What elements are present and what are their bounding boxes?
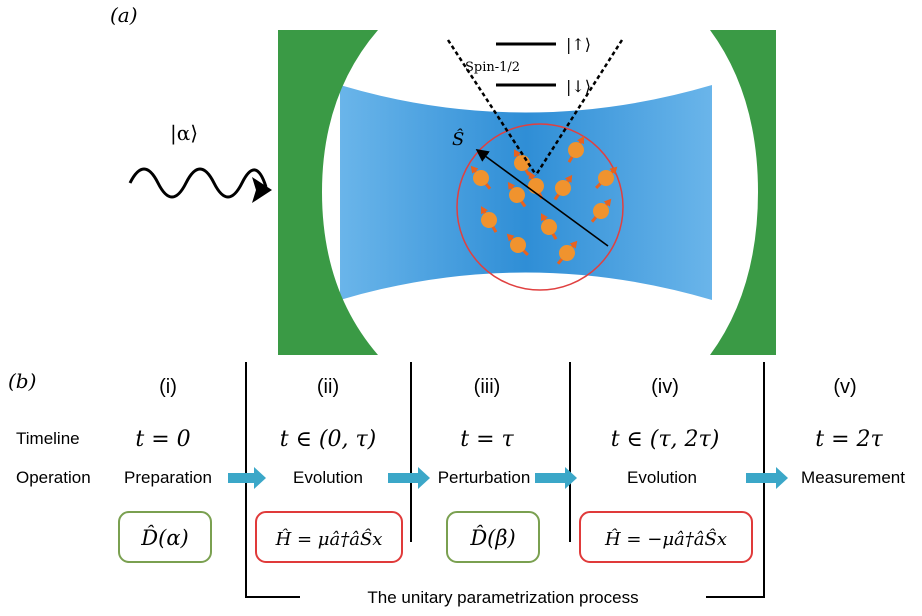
spin-particles bbox=[470, 136, 618, 265]
spin-particle bbox=[481, 206, 498, 233]
input-wave-icon bbox=[128, 167, 268, 199]
input-state-label: |α⟩ bbox=[170, 121, 198, 146]
spin-half-label: Spin-1/2 bbox=[465, 60, 520, 75]
right-mirror bbox=[710, 30, 776, 355]
spin-particle bbox=[470, 165, 492, 190]
stage-i-time: t = 0 bbox=[135, 427, 190, 452]
left-mirror bbox=[278, 30, 378, 355]
spin-particle bbox=[590, 198, 612, 223]
ensemble-ring bbox=[456, 123, 624, 291]
panel-b-label: (b) bbox=[8, 369, 36, 393]
spin-operator-label: Ŝ bbox=[452, 127, 464, 150]
panel-a-label: (a) bbox=[110, 3, 138, 27]
level-down-label: |↓⟩ bbox=[566, 77, 591, 96]
stage-i-operation: Preparation bbox=[124, 468, 212, 487]
flow-arrow-icon bbox=[228, 467, 266, 489]
spin-particle bbox=[506, 233, 529, 256]
stage-iv-numeral: (iv) bbox=[651, 376, 679, 398]
optical-cavity bbox=[278, 30, 776, 355]
level-up-label: |↑⟩ bbox=[566, 35, 591, 54]
spin-particle bbox=[595, 166, 618, 189]
spin-particle bbox=[567, 136, 584, 163]
zoom-line-right bbox=[534, 39, 624, 176]
stage-iii-box-text: D̂(β) bbox=[469, 526, 515, 550]
stage-v-operation: Measurement bbox=[801, 468, 905, 487]
spin-particle bbox=[553, 174, 573, 201]
collective-spin-arrow bbox=[475, 149, 609, 247]
flow-arrow-icon bbox=[535, 467, 577, 489]
stage-iv-time: t ∈ (τ, 2τ) bbox=[611, 427, 720, 452]
stage-ii-box bbox=[255, 511, 403, 563]
stage-iv-operation: Evolution bbox=[627, 468, 697, 487]
operation-row-label: Operation bbox=[16, 468, 91, 487]
stage-v-time: t = 2τ bbox=[815, 427, 883, 452]
stage-iv-box bbox=[579, 511, 753, 563]
stage-iii-box bbox=[446, 511, 540, 563]
stage-i-box-text: D̂(α) bbox=[140, 526, 188, 550]
stage-ii-box-text: Ĥ = μâ†âŜx bbox=[275, 527, 383, 550]
spin-particle bbox=[541, 213, 558, 240]
stage-ii-numeral: (ii) bbox=[317, 376, 339, 398]
stage-iii-operation: Perturbation bbox=[438, 468, 531, 487]
stage-i-numeral: (i) bbox=[159, 376, 177, 398]
spin-ensemble: Ŝ bbox=[452, 123, 624, 291]
stage-iii-time: t = τ bbox=[460, 427, 514, 452]
stage-v-numeral: (v) bbox=[833, 376, 856, 398]
flow-arrows bbox=[228, 467, 788, 489]
stage-iii-numeral: (iii) bbox=[474, 376, 501, 398]
stage-ii-time: t ∈ (0, τ) bbox=[280, 427, 376, 452]
stage-i-box bbox=[118, 511, 212, 563]
stage-separators bbox=[245, 362, 765, 598]
timeline-row-label: Timeline bbox=[16, 429, 80, 448]
bracket-label: The unitary parametrization process bbox=[367, 588, 638, 607]
zoom-line-left bbox=[446, 39, 538, 176]
flow-arrow-icon bbox=[388, 467, 430, 489]
spin-particle bbox=[507, 181, 527, 208]
cavity-light-beam bbox=[340, 85, 712, 300]
stage-iv-box-text: Ĥ = −μâ†âŜx bbox=[604, 527, 727, 550]
flow-arrow-icon bbox=[746, 467, 788, 489]
stage-ii-operation: Evolution bbox=[293, 468, 363, 487]
input-arrowhead-icon bbox=[252, 177, 272, 203]
spin-particle bbox=[556, 240, 578, 265]
